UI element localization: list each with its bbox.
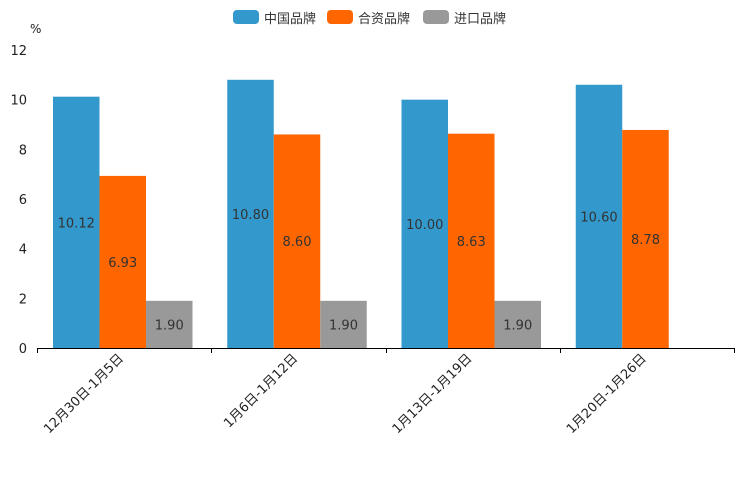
legend-swatch-import-brand [423,10,449,24]
x-tick-label-2: 1月13日-1月19日 [390,351,476,437]
y-tick-label-12: 12 [10,44,27,59]
data-label-s0-c0: 10.12 [58,216,95,231]
data-label-s0-c1: 10.80 [232,208,269,223]
data-label-s2-c2: 1.90 [503,318,532,333]
data-label-s1-c0: 6.93 [108,256,137,271]
legend-item-import-brand[interactable]: 进口品牌 [423,7,506,27]
y-tick-label-8: 8 [19,143,27,158]
data-label-s0-c2: 10.00 [406,218,443,233]
legend: 中国品牌 合资品牌 进口品牌 [0,7,744,27]
y-tick-label-10: 10 [10,94,27,109]
data-label-s1-c3: 8.78 [631,233,660,248]
bar-s2-c0[interactable] [146,300,193,348]
legend-label-china-brand: 中国品牌 [264,11,317,27]
data-label-s1-c1: 8.60 [283,235,312,250]
legend-item-china-brand[interactable]: 中国品牌 [233,7,316,27]
bar-s1-c0[interactable] [99,175,147,348]
bar-s0-c1[interactable] [227,79,274,349]
y-tick-label-6: 6 [19,193,27,208]
bar-s0-c3[interactable] [575,84,623,349]
bar-s0-c0[interactable] [53,96,100,348]
legend-swatch-jv-brand [327,10,353,24]
x-tick-label-3: 1月20日-1月26日 [564,351,650,437]
y-tick-label-0: 0 [19,342,27,357]
x-tick-label-0: 12月30日-1月5日 [41,351,127,437]
data-label-s2-c1: 1.90 [329,318,358,333]
bar-s1-c2[interactable] [448,133,495,348]
x-axis: 12月30日-1月5日 1月6日-1月12日 1月13日-1月19日 1月20日-1月… [37,348,735,437]
bar-s0-c2[interactable] [401,99,449,349]
legend-label-import-brand: 进口品牌 [454,11,507,27]
x-tick-label-1: 1月6日-1月12日 [221,351,301,431]
legend-label-jv-brand: 合资品牌 [358,11,411,27]
bar-s1-c3[interactable] [622,129,669,348]
bars-group [53,79,669,349]
legend-item-jv-brand[interactable]: 合资品牌 [327,7,410,27]
y-tick-label-4: 4 [19,243,27,258]
data-label-s2-c0: 1.90 [155,318,184,333]
bar-s2-c1[interactable] [320,300,367,348]
data-label-s0-c3: 10.60 [580,210,617,225]
legend-swatch-china-brand [233,10,259,24]
y-axis-unit-label: % [30,22,41,36]
y-tick-label-2: 2 [19,292,27,307]
bar-s2-c2[interactable] [494,300,542,348]
data-label-s1-c2: 8.63 [457,235,486,250]
y-axis: 0 2 4 6 8 10 12 [10,44,27,357]
data-labels-group: 10.12 10.80 10.00 10.60 6.93 8.60 8.63 8.78 1.90… [58,208,660,334]
bar-s1-c1[interactable] [273,134,321,348]
